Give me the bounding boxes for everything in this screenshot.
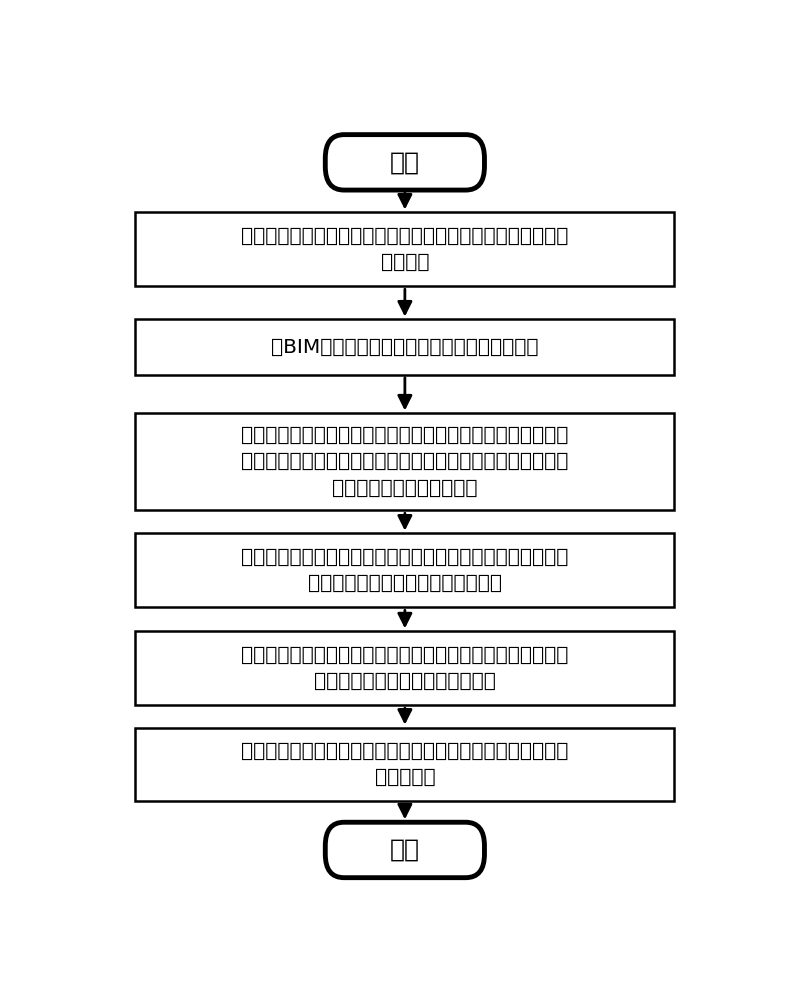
- Bar: [136, 631, 675, 705]
- Bar: [136, 319, 675, 375]
- Bar: [136, 413, 675, 510]
- Text: 在BIM模型中，提取包围盒在选框椎体内的对象: 在BIM模型中，提取包围盒在选框椎体内的对象: [271, 338, 539, 357]
- Bar: [136, 728, 675, 801]
- Text: 结束: 结束: [390, 838, 419, 862]
- FancyBboxPatch shape: [325, 135, 484, 190]
- Bar: [136, 533, 675, 607]
- Bar: [136, 212, 675, 286]
- Text: 开始: 开始: [390, 150, 419, 174]
- Text: 对于包围盒在选框椎体内的对象，检查对象网格的第一个点屏
幕投影是否在选框内，若在选框内，则选中对象，否则，则将
对象放入设定层内准备碰撞: 对于包围盒在选框椎体内的对象，检查对象网格的第一个点屏 幕投影是否在选框内，若在…: [241, 426, 569, 498]
- Text: 将网格碰撞体与包围盒在选框椎体内的对象进行碰撞，将碰撞
结果符合设定要求的对象设为选中: 将网格碰撞体与包围盒在选框椎体内的对象进行碰撞，将碰撞 结果符合设定要求的对象设…: [241, 645, 569, 691]
- FancyBboxPatch shape: [325, 822, 484, 878]
- Text: 框选以后，利用选框分别与相机近平面、远平面的交点，得到
选框锥体: 框选以后，利用选框分别与相机近平面、远平面的交点，得到 选框锥体: [241, 227, 569, 272]
- Text: 将在检查步骤中得到的选中对象与碰撞步骤中选中的对象合并
为框选结果: 将在检查步骤中得到的选中对象与碰撞步骤中选中的对象合并 为框选结果: [241, 742, 569, 787]
- Text: 计算选框锥体的顶点以及选框锥体偏移后的顶点，建立选框锥
体各面的网格，分别添加网格碰撞体: 计算选框锥体的顶点以及选框锥体偏移后的顶点，建立选框锥 体各面的网格，分别添加网…: [241, 548, 569, 593]
